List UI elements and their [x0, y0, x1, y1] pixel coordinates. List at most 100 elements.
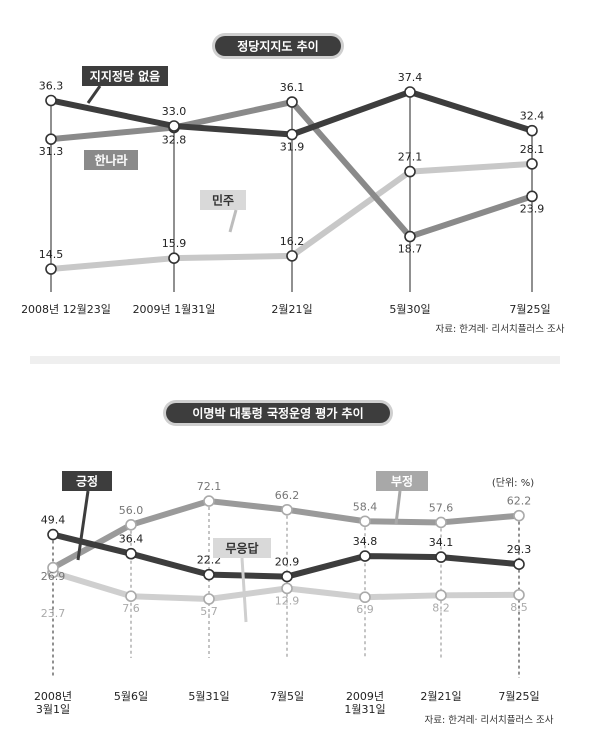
chart2-point-s0-2 — [203, 568, 215, 581]
chart1-point-s0-3 — [404, 86, 416, 98]
chart2-point-s1-2 — [203, 495, 215, 507]
chart1-value-label-s0-2: 31.9 — [280, 141, 305, 154]
chart2-title: 이명박 대통령 국정운영 평가 추이 — [192, 406, 363, 421]
chart2-tick-label-2: 5월31일 — [188, 689, 229, 703]
chart1-point-s0-1 — [168, 120, 180, 132]
chart2-value-label-s1-4: 58.4 — [353, 500, 378, 513]
chart1-tick-label-1: 2009년 1월31일 — [133, 302, 216, 316]
chart1-source: 자료: 한겨레· 리서치플러스 조사 — [436, 323, 565, 335]
chart1-point-s2-0 — [45, 263, 57, 275]
chart2-legend-1: 부정 — [391, 474, 413, 489]
chart2-value-label-s1-1: 56.0 — [119, 504, 144, 517]
chart1-legend-0: 지지정당 없음 — [90, 69, 160, 84]
chart2-tick-label-0: 2008년 3월1일 — [34, 690, 72, 716]
chart1-point-s2-2 — [286, 250, 298, 262]
chart1-value-label-s1-1: 32.8 — [162, 134, 187, 147]
chart1-value-label-s2-2: 16.2 — [280, 235, 305, 248]
chart2-value-label-s0-4: 34.8 — [353, 535, 378, 548]
chart2-value-label-s0-5: 34.1 — [429, 536, 454, 549]
chart2-tick-label-1: 5월6일 — [114, 689, 148, 703]
chart2-value-label-s1-2: 72.1 — [197, 480, 222, 493]
chart2-legend-1-box — [376, 471, 428, 491]
chart2-title-pill — [166, 403, 390, 423]
chart1-point-s2-1 — [168, 252, 180, 264]
chart2-point-s1-1 — [125, 519, 137, 531]
chart1-point-s0-4 — [526, 124, 538, 137]
chart1-value-label-s2-1: 15.9 — [162, 237, 187, 250]
chart2-legend-1-pointer — [394, 490, 402, 525]
chart2-point-s2-4 — [359, 591, 371, 604]
chart2-point-s0-6 — [513, 558, 525, 570]
chart2-unit: (단위: %) — [492, 476, 534, 489]
chart1-value-label-s1-4: 23.9 — [520, 202, 545, 215]
chart2-point-s1-3 — [281, 503, 293, 516]
chart1-legend-2: 민주 — [212, 193, 234, 208]
chart2-point-s1-6 — [513, 509, 525, 522]
chart1-point-s0-2 — [286, 128, 298, 141]
chart2-point-s2-3 — [281, 582, 293, 595]
chart1-value-label-s0-1: 33.0 — [162, 105, 187, 118]
chart2-value-label-s1-3: 66.2 — [275, 489, 300, 502]
chart1-legend-0-box — [82, 66, 168, 86]
chart2-value-label-s0-1: 36.4 — [119, 533, 144, 546]
chart2-value-label-s2-1: 7.6 — [122, 602, 140, 615]
chart2-point-s0-0 — [47, 528, 59, 541]
chart2-point-s2-6 — [513, 589, 525, 601]
chart2-value-label-s2-5: 8.2 — [432, 601, 450, 614]
chart1-value-label-s2-0: 14.5 — [39, 248, 64, 261]
chart2-point-s0-3 — [281, 570, 293, 583]
chart1-value-label-s0-0: 36.3 — [39, 79, 64, 92]
chart2-value-label-s0-3: 20.9 — [275, 556, 300, 569]
chart1-point-s2-4 — [526, 158, 538, 170]
chart2-legend-0-box — [62, 471, 112, 491]
chart2-value-label-s2-3: 12.9 — [275, 594, 300, 607]
chart2-tick-label-3: 7월5일 — [270, 689, 304, 703]
chart1-point-s2-3 — [404, 165, 416, 178]
chart2-point-s1-4 — [359, 515, 371, 528]
chart2-legend-0-pointer — [76, 490, 90, 561]
chart2-point-s0-1 — [125, 547, 137, 560]
chart1-legend-2-box — [200, 190, 246, 210]
chart2-tick-label-4: 2009년 1월31일 — [344, 690, 385, 716]
chart2-value-label-s1-5: 57.6 — [429, 501, 454, 514]
chart1-value-label-s2-4: 28.1 — [520, 143, 545, 156]
chart2-source: 자료: 한겨레· 리서치플러스 조사 — [425, 714, 554, 726]
chart2-point-s0-5 — [435, 551, 447, 563]
chart1-title: 정당지지도 추이 — [237, 39, 318, 54]
chart2-value-label-s2-2: 5.7 — [200, 605, 218, 618]
chart1-value-label-s0-4: 32.4 — [520, 110, 545, 123]
chart1-point-s1-4 — [526, 190, 538, 203]
chart1-title-pill — [215, 36, 341, 56]
chart1-tick-label-4: 7월25일 — [509, 302, 550, 316]
chart1-value-label-s1-2: 36.1 — [280, 81, 305, 94]
chart2-point-s2-1 — [125, 590, 137, 602]
chart1-point-s1-3 — [404, 230, 416, 243]
chart2-value-label-s0-0: 49.4 — [41, 514, 66, 527]
chart2-point-s0-4 — [359, 550, 371, 562]
chart2-point-s1-0 — [47, 561, 59, 574]
chart2-point-s1-5 — [435, 516, 447, 529]
chart1-tick-label-0: 2008년 12월23일 — [21, 302, 111, 316]
chart2-legend-0: 긍정 — [76, 474, 98, 489]
chart1-legend-1: 한나라 — [94, 153, 127, 168]
chart2-tick-label-6: 7월25일 — [498, 689, 539, 703]
chart1-point-s1-2 — [286, 96, 298, 108]
chart2-value-label-s2-4: 6.9 — [356, 603, 374, 616]
separator — [30, 356, 560, 364]
chart2-tick-label-0-line1: 2008년 — [34, 690, 72, 703]
chart2-tick-label-0-line2: 3월1일 — [36, 702, 70, 716]
chart1-value-label-s1-3: 18.7 — [398, 243, 423, 256]
chart2-legend-2: 무응답 — [225, 541, 258, 556]
chart1-value-label-s2-3: 27.1 — [398, 151, 423, 164]
chart1-legend-2-pointer — [228, 209, 238, 233]
chart2-tick-label-5: 2월21일 — [420, 689, 461, 703]
chart2-value-label-s2-0: 23.7 — [41, 607, 66, 620]
chart1-legend-0-pointer — [86, 85, 102, 104]
chart1-value-label-s1-0: 31.3 — [39, 145, 64, 158]
chart2-tick-label-4-line1: 2009년 — [346, 690, 384, 703]
chart1-point-s1-0 — [45, 133, 57, 145]
chart1-legend-1-box — [84, 150, 138, 170]
chart2-point-s2-5 — [435, 589, 447, 602]
